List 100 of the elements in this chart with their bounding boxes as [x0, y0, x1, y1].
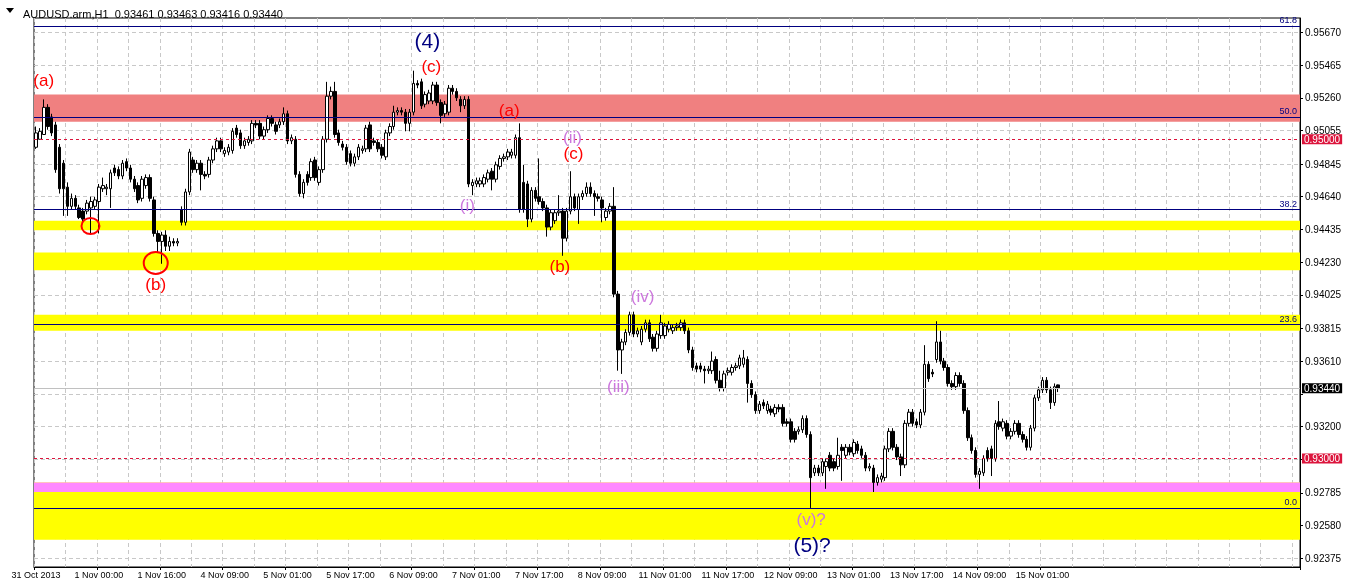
- ref-line-label: 0.93440: [1304, 382, 1341, 394]
- chart-title: AUDUSD.arm,H1 0.93461 0.93463 0.93416 0.93440: [23, 7, 283, 20]
- candlestick: [420, 78, 423, 110]
- annotation: (c): [421, 56, 442, 76]
- candlestick: [911, 408, 914, 428]
- candlestick: [675, 322, 679, 332]
- candlestick: [762, 398, 765, 410]
- candlestick: [1017, 419, 1021, 439]
- candlestick: [730, 363, 734, 376]
- annotation: (a): [498, 100, 520, 120]
- x-tick-label: 8 Nov 09:00: [577, 569, 627, 580]
- candlestick: [703, 365, 706, 384]
- y-tick-label: 0.94640: [1305, 191, 1342, 203]
- candlestick: [140, 175, 144, 203]
- annotation: 38.2: [1279, 199, 1297, 210]
- x-tick-label: 7 Nov 17:00: [514, 569, 564, 580]
- x-tick-label: 13 Nov 17:00: [889, 569, 944, 580]
- y-tick-label: 0.92580: [1305, 520, 1342, 532]
- x-tick-label: 5 Nov 17:00: [326, 569, 375, 580]
- x-tick-label: 7 Nov 01:00: [452, 569, 501, 580]
- candlestick: [239, 129, 242, 150]
- annotation: (v)?: [796, 509, 826, 529]
- annotation: 61.8: [1279, 15, 1297, 26]
- x-tick-label: 11 Nov 01:00: [638, 569, 692, 580]
- candlestick: [478, 177, 482, 188]
- candlestick: [671, 323, 675, 335]
- candlestick: [431, 81, 435, 105]
- y-tick-label: 0.93200: [1305, 421, 1342, 433]
- ref-line-label: 0.93000: [1304, 452, 1341, 464]
- candlestick: [160, 231, 164, 265]
- x-tick-label: 4 Nov 09:00: [200, 569, 249, 580]
- candlestick: [852, 438, 856, 458]
- candlestick: [121, 159, 124, 180]
- y-tick-label: 0.95670: [1305, 26, 1342, 38]
- annotation: (4): [414, 28, 441, 52]
- y-tick-label: 0.94230: [1305, 256, 1342, 268]
- candlestick: [286, 110, 289, 145]
- candlestick: [172, 237, 175, 247]
- annotation: (iv): [630, 286, 655, 306]
- candlestick: [632, 311, 635, 338]
- candlestick: [368, 121, 372, 153]
- annotation: (b): [145, 274, 167, 294]
- annotation: 0.0: [1284, 497, 1297, 508]
- candlestick: [313, 156, 317, 182]
- candlestick: [801, 414, 804, 434]
- y-tick-label: 0.95260: [1305, 92, 1342, 104]
- candlestick: [231, 127, 234, 155]
- candlestick: [781, 403, 785, 428]
- candlestick: [1013, 419, 1017, 436]
- candlestick: [856, 440, 859, 455]
- annotation: 23.6: [1279, 313, 1297, 324]
- x-tick-label: 12 Nov 09:00: [764, 569, 818, 580]
- candlestick: [585, 181, 588, 198]
- y-tick-label: 0.94435: [1305, 223, 1342, 235]
- candlestick: [482, 173, 486, 188]
- candlestick: [404, 108, 407, 132]
- candlestick: [769, 405, 773, 416]
- x-tick-label: 11 Nov 17:00: [701, 569, 755, 580]
- candlestick: [1005, 419, 1009, 440]
- candlestick: [600, 196, 604, 223]
- candlestick: [789, 418, 793, 444]
- candlestick: [309, 157, 313, 182]
- candlestick: [199, 159, 203, 191]
- candlestick: [345, 143, 348, 166]
- candlestick: [459, 95, 462, 113]
- candlestick: [848, 443, 852, 456]
- x-tick-label: 31 Oct 2013: [11, 569, 61, 580]
- candlestick: [766, 400, 769, 415]
- candlestick: [364, 124, 368, 153]
- candlestick: [447, 84, 451, 116]
- ref-line-label: 0.95000: [1304, 133, 1341, 145]
- x-tick-label: 1 Nov 16:00: [137, 569, 187, 580]
- y-tick-label: 0.95465: [1305, 59, 1342, 71]
- candlestick: [176, 237, 179, 247]
- x-tick-label: 6 Nov 09:00: [389, 569, 438, 580]
- x-tick-label: 14 Nov 09:00: [952, 569, 1007, 580]
- candlestick: [738, 354, 741, 370]
- candlestick: [109, 169, 112, 209]
- y-tick-label: 0.93610: [1305, 355, 1342, 367]
- y-tick-label: 0.93815: [1305, 322, 1342, 334]
- y-tick-label: 0.92375: [1305, 552, 1342, 564]
- y-tick-label: 0.94025: [1305, 289, 1342, 301]
- y-tick-label: 0.94845: [1305, 158, 1342, 170]
- x-tick-label: 5 Nov 01:00: [263, 569, 312, 580]
- candlestick: [954, 371, 958, 391]
- candlestick: [722, 370, 726, 392]
- x-tick-label: 1 Nov 00:00: [74, 569, 124, 580]
- x-tick-label: 13 Nov 01:00: [826, 569, 881, 580]
- candlestick: [258, 119, 262, 140]
- candlestick: [89, 196, 93, 234]
- y-tick-label: 0.92785: [1305, 487, 1342, 499]
- candlestick: [518, 122, 521, 214]
- candlestick: [506, 148, 510, 161]
- candlestick: [935, 320, 938, 364]
- candlestick: [773, 403, 777, 418]
- candlestick: [1053, 382, 1056, 407]
- candlestick: [250, 119, 254, 145]
- annotation: (iii): [606, 376, 630, 396]
- candlestick: [219, 137, 223, 153]
- candlestick: [872, 464, 875, 493]
